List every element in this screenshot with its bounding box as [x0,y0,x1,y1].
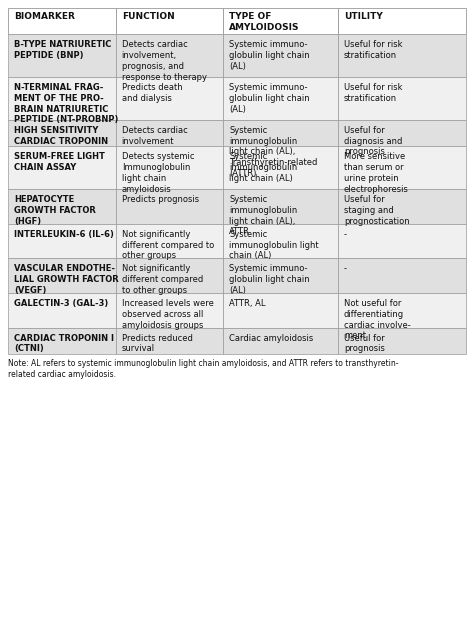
Text: Detects cardiac
involvement,
prognosis, and
response to therapy: Detects cardiac involvement, prognosis, … [122,40,207,81]
Text: Predicts death
and dialysis: Predicts death and dialysis [122,83,182,103]
Bar [338,77,466,120]
Bar [338,35,466,77]
Bar [116,328,223,354]
Text: Not significantly
different compared to
other groups: Not significantly different compared to … [122,230,214,260]
Text: Not useful for
differentiating
cardiac involve-
ment: Not useful for differentiating cardiac i… [344,299,410,340]
Bar [8,77,116,120]
Text: Predicts prognosis: Predicts prognosis [122,195,199,204]
Text: Cardiac amyloidosis: Cardiac amyloidosis [229,334,313,342]
Bar [116,224,223,259]
Bar [8,120,116,146]
Text: More sensitive
than serum or
urine protein
electrophoresis: More sensitive than serum or urine prote… [344,152,409,194]
Bar [223,293,338,328]
Bar [223,259,338,293]
Text: Systemic
immunoglobulin
light chain (AL),
ATTR: Systemic immunoglobulin light chain (AL)… [229,195,298,236]
Text: Useful for
diagnosis and
prognosis: Useful for diagnosis and prognosis [344,126,402,157]
Text: HIGH SENSITIVITY
CARDIAC TROPONIN: HIGH SENSITIVITY CARDIAC TROPONIN [14,126,108,146]
Bar [223,35,338,77]
Bar [223,224,338,259]
Bar [8,328,116,354]
Bar [338,259,466,293]
Bar [8,224,116,259]
Bar [223,328,338,354]
Text: Systemic
immunoglobulin light
chain (AL): Systemic immunoglobulin light chain (AL) [229,230,319,260]
Bar [223,189,338,224]
Text: N-TERMINAL FRAG-
MENT OF THE PRO-
BRAIN NATRIURETIC
PEPTIDE (NT-PROBNP): N-TERMINAL FRAG- MENT OF THE PRO- BRAIN … [14,83,118,125]
Bar [223,8,338,35]
Bar [338,189,466,224]
Bar [8,259,116,293]
Text: Systemic immuno-
globulin light chain
(AL): Systemic immuno- globulin light chain (A… [229,83,310,114]
Text: TYPE OF
AMYLOIDOSIS: TYPE OF AMYLOIDOSIS [229,12,300,31]
Text: Useful for risk
stratification: Useful for risk stratification [344,83,402,103]
Text: Detects cardiac
involvement: Detects cardiac involvement [122,126,187,146]
Text: Systemic
immunoglobulin
light chain (AL): Systemic immunoglobulin light chain (AL) [229,152,298,183]
Text: Systemic
immunoglobulin
light chain (AL),
Transthyretin-related
(ATTR): Systemic immunoglobulin light chain (AL)… [229,126,318,178]
Bar [338,224,466,259]
Text: HEPATOCYTE
GROWTH FACTOR
(HGF): HEPATOCYTE GROWTH FACTOR (HGF) [14,195,96,226]
Text: SERUM-FREE LIGHT
CHAIN ASSAY: SERUM-FREE LIGHT CHAIN ASSAY [14,152,105,172]
Bar [116,293,223,328]
Text: VASCULAR ENDOTHE-
LIAL GROWTH FACTOR
(VEGF): VASCULAR ENDOTHE- LIAL GROWTH FACTOR (VE… [14,265,119,295]
Text: -: - [344,265,347,273]
Text: Useful for
staging and
prognostication: Useful for staging and prognostication [344,195,410,226]
Bar [223,146,338,189]
Bar [116,77,223,120]
Text: Not significantly
different compared
to other groups: Not significantly different compared to … [122,265,203,295]
Bar [8,8,116,35]
Bar [223,120,338,146]
Bar [8,189,116,224]
Bar [116,8,223,35]
Bar [116,120,223,146]
Text: FUNCTION: FUNCTION [122,12,174,21]
Bar [8,293,116,328]
Text: Predicts reduced
survival: Predicts reduced survival [122,334,192,354]
Bar [338,328,466,354]
Text: CARDIAC TROPONIN I
(CTNI): CARDIAC TROPONIN I (CTNI) [14,334,114,354]
Text: ATTR, AL: ATTR, AL [229,299,266,308]
Text: BIOMARKER: BIOMARKER [14,12,75,21]
Bar [116,35,223,77]
Text: GALECTIN-3 (GAL-3): GALECTIN-3 (GAL-3) [14,299,108,308]
Bar [116,259,223,293]
Text: Systemic immuno-
globulin light chain
(AL): Systemic immuno- globulin light chain (A… [229,40,310,71]
Bar [223,77,338,120]
Bar [338,120,466,146]
Text: INTERLEUKIN-6 (IL-6): INTERLEUKIN-6 (IL-6) [14,230,114,239]
Text: Useful for
prognosis: Useful for prognosis [344,334,384,354]
Bar [116,146,223,189]
Bar [338,146,466,189]
Bar [338,293,466,328]
Text: Systemic immuno-
globulin light chain
(AL): Systemic immuno- globulin light chain (A… [229,265,310,295]
Text: Note: AL refers to systemic immunoglobulin light chain amyloidosis, and ATTR ref: Note: AL refers to systemic immunoglobul… [8,359,399,379]
Text: B-TYPE NATRIURETIC
PEPTIDE (BNP): B-TYPE NATRIURETIC PEPTIDE (BNP) [14,40,111,60]
Bar [8,146,116,189]
Text: Detects systemic
Immunoglobulin
light chain
amyloidosis: Detects systemic Immunoglobulin light ch… [122,152,194,194]
Bar [8,35,116,77]
Bar [116,189,223,224]
Text: Useful for risk
stratification: Useful for risk stratification [344,40,402,60]
Bar [338,8,466,35]
Text: Increased levels were
observed across all
amyloidosis groups: Increased levels were observed across al… [122,299,213,329]
Text: -: - [344,230,347,239]
Text: UTILITY: UTILITY [344,12,383,21]
